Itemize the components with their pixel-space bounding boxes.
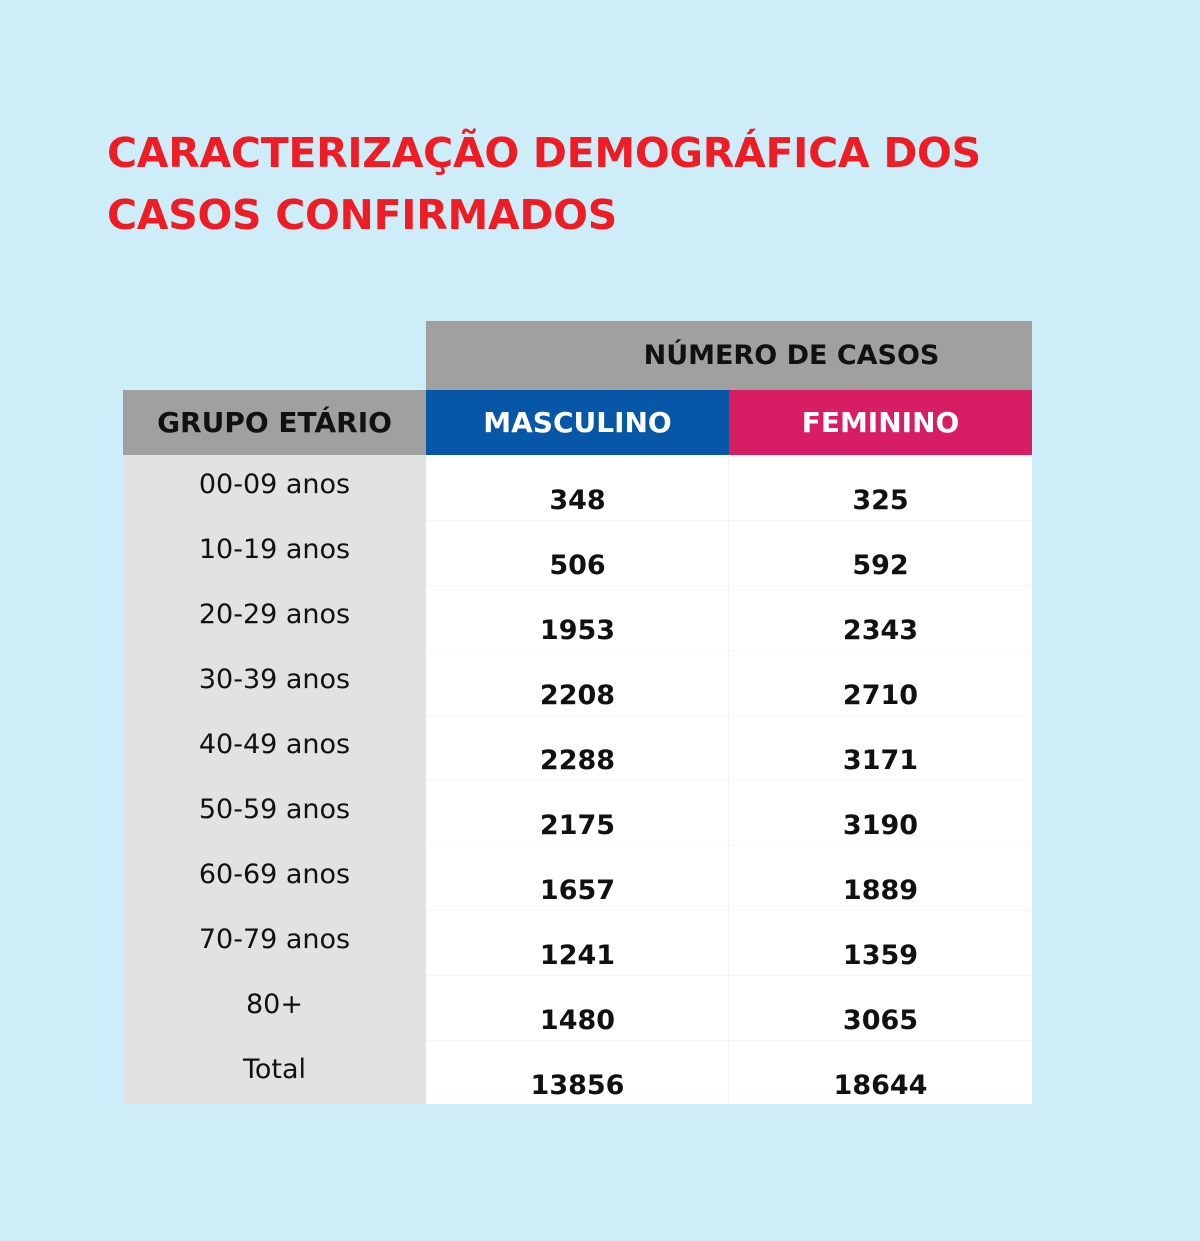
cell-feminino: 2710 [842, 680, 919, 711]
cell-masculino: 348 [549, 485, 606, 516]
cell-masculino: 1480 [539, 1005, 616, 1036]
row-divider [426, 975, 1032, 976]
cell-grupo-etario: Total [242, 1054, 307, 1085]
title-line-2: CASOS CONFIRMADOS [107, 191, 617, 239]
table-values-background [426, 455, 1032, 1104]
cell-grupo-etario: 40-49 anos [198, 729, 351, 760]
cell-feminino: 1889 [842, 875, 919, 906]
row-divider [426, 520, 1032, 521]
data-table-body: 00-09 anos 348 325 10-19 anos 506 592 20-29 an… [123, 455, 1032, 1105]
row-divider [426, 1040, 1032, 1041]
cell-masculino: 2175 [539, 810, 616, 841]
row-divider [426, 650, 1032, 651]
page-title: CARACTERIZAÇÃO DEMOGRÁFICA DOS CASOS CON… [107, 122, 1107, 246]
table-row: 00-09 anos 348 325 [123, 455, 1032, 520]
cell-grupo-etario: 50-59 anos [198, 794, 351, 825]
cell-feminino: 2343 [842, 615, 919, 646]
cell-feminino: 18644 [833, 1070, 928, 1101]
header-numero-de-casos: NÚMERO DE CASOS [426, 321, 1032, 390]
cell-masculino: 2208 [539, 680, 616, 711]
cell-grupo-etario: 80+ [246, 989, 303, 1020]
cell-grupo-etario: 60-69 anos [198, 859, 351, 890]
cell-masculino: 13856 [530, 1070, 625, 1101]
header-grupo-etario: GRUPO ETÁRIO [123, 390, 426, 455]
cell-feminino: 3171 [842, 745, 919, 776]
row-divider [426, 585, 1032, 586]
cell-masculino: 1241 [539, 940, 616, 971]
table-row: 40-49 anos 2288 3171 [123, 715, 1032, 780]
table-row: 20-29 anos 1953 2343 [123, 585, 1032, 650]
table-row: Total 13856 18644 [123, 1040, 1032, 1105]
cell-masculino: 1657 [539, 875, 616, 906]
cell-feminino: 592 [852, 550, 909, 581]
table-row: 50-59 anos 2175 3190 [123, 780, 1032, 845]
row-divider [426, 845, 1032, 846]
cell-masculino: 506 [549, 550, 606, 581]
column-divider [728, 455, 729, 1104]
table-row: 80+ 1480 3065 [123, 975, 1032, 1040]
cell-grupo-etario: 10-19 anos [198, 534, 351, 565]
cell-grupo-etario: 70-79 anos [198, 924, 351, 955]
row-divider [426, 715, 1032, 716]
header-masculino: MASCULINO [426, 390, 729, 455]
title-line-1: CARACTERIZAÇÃO DEMOGRÁFICA DOS [107, 129, 981, 177]
table-row: 30-39 anos 2208 2710 [123, 650, 1032, 715]
cell-grupo-etario: 30-39 anos [198, 664, 351, 695]
cell-feminino: 3190 [842, 810, 919, 841]
cell-feminino: 325 [852, 485, 909, 516]
cell-grupo-etario: 20-29 anos [198, 599, 351, 630]
header-feminino: FEMININO [729, 390, 1032, 455]
cell-masculino: 2288 [539, 745, 616, 776]
table-row: 70-79 anos 1241 1359 [123, 910, 1032, 975]
row-divider [426, 910, 1032, 911]
cell-grupo-etario: 00-09 anos [198, 469, 351, 500]
table-group-column-background [123, 455, 426, 1104]
cell-masculino: 1953 [539, 615, 616, 646]
cell-feminino: 3065 [842, 1005, 919, 1036]
table-row: 10-19 anos 506 592 [123, 520, 1032, 585]
row-divider [426, 780, 1032, 781]
cell-feminino: 1359 [842, 940, 919, 971]
table-row: 60-69 anos 1657 1889 [123, 845, 1032, 910]
